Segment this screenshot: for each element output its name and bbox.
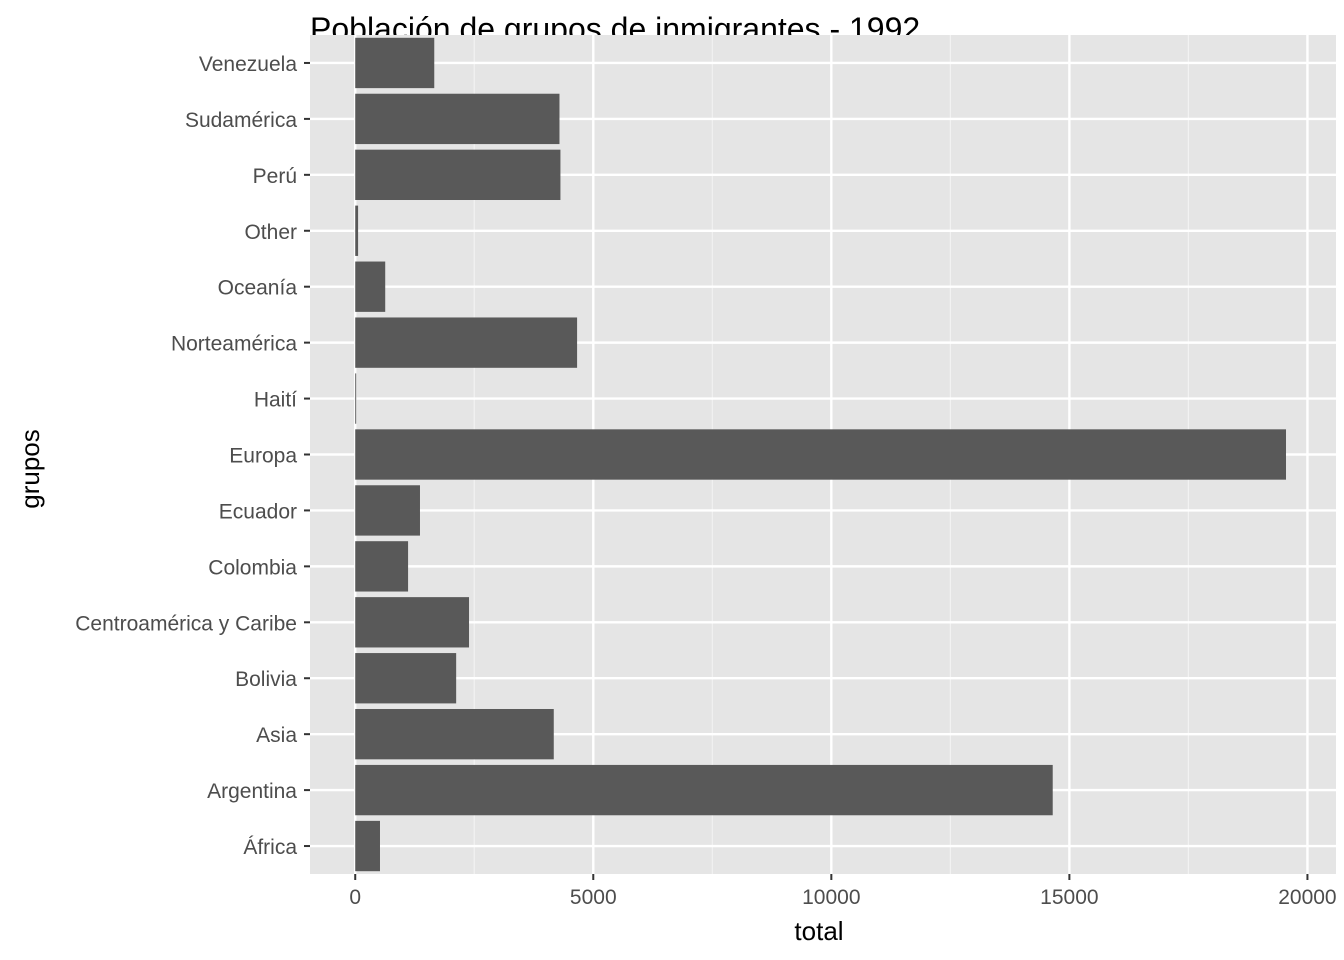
bar-6 <box>355 541 409 592</box>
x-axis: 0 5000 10000 15000 20000 <box>349 874 1337 909</box>
bar-15 <box>355 37 435 89</box>
y-tick-label: Perú <box>253 165 297 188</box>
bar-14 <box>355 93 560 145</box>
y-tick-label: Oceanía <box>218 277 298 300</box>
y-tick-label: Argentina <box>207 780 297 803</box>
bar-8 <box>355 429 1287 480</box>
x-tick-label: 0 <box>349 886 361 909</box>
bar-12 <box>355 205 359 256</box>
y-tick-label: Venezuela <box>199 53 297 76</box>
bar-4 <box>355 653 457 704</box>
bar-11 <box>355 261 386 312</box>
y-tick-label: África <box>243 836 297 859</box>
bar-1 <box>355 820 380 872</box>
y-tick-label: Asia <box>256 724 297 747</box>
bar-5 <box>355 597 470 648</box>
bar-3 <box>355 708 554 760</box>
bar-2 <box>355 764 1053 816</box>
x-tick-label: 15000 <box>1040 886 1098 909</box>
y-tick-label: Centroamérica y Caribe <box>75 612 297 635</box>
y-tick-label: Ecuador <box>219 500 297 523</box>
y-tick-label: Colombia <box>208 556 297 579</box>
y-tick-label: Other <box>244 221 297 244</box>
bar-9 <box>355 373 357 424</box>
bar-7 <box>355 485 420 536</box>
x-tick-label: 5000 <box>570 886 617 909</box>
bar-13 <box>355 149 561 201</box>
y-tick-label: Haití <box>254 389 297 412</box>
y-axis-title: grupos <box>15 429 45 509</box>
y-tick-label: Norteamérica <box>171 333 297 356</box>
x-axis-title: total <box>794 916 843 946</box>
y-tick-label: Bolivia <box>235 668 297 691</box>
y-tick-label: Europa <box>229 445 297 468</box>
bars <box>355 37 1287 872</box>
bar-10 <box>355 317 578 368</box>
x-tick-label: 10000 <box>802 886 860 909</box>
y-axis: África Argentina Asia Bolivia Centroamérica … <box>75 53 310 859</box>
x-tick-label: 20000 <box>1278 886 1336 909</box>
y-tick-label: Sudamérica <box>185 109 297 132</box>
